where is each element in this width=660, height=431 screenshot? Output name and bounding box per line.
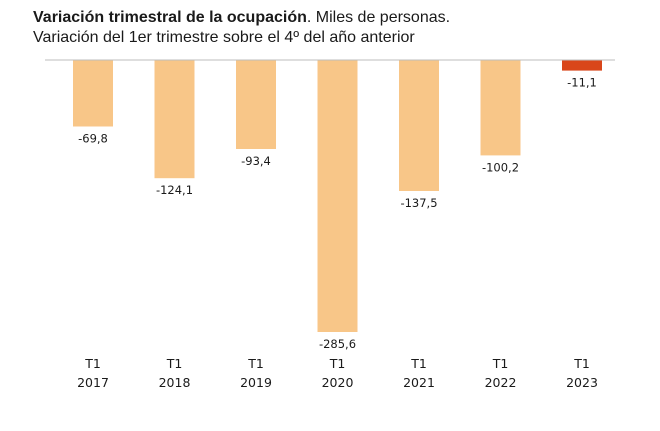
data-label-2019: -93,4 xyxy=(241,154,271,168)
tick-label-year-2020: 2020 xyxy=(322,375,354,390)
chart-header: Variación trimestral de la ocupación. Mi… xyxy=(33,8,653,48)
data-label-2017: -69,8 xyxy=(78,132,108,146)
data-label-2022: -100,2 xyxy=(482,160,519,174)
bar-2020 xyxy=(317,60,358,332)
chart-title-line: Variación trimestral de la ocupación. Mi… xyxy=(33,8,653,28)
tick-label-year-2023: 2023 xyxy=(566,375,598,390)
tick-label-quarter-2018: T1 xyxy=(166,356,183,371)
bar-2018 xyxy=(154,60,195,179)
chart-subtitle: Variación del 1er trimestre sobre el 4º … xyxy=(33,29,415,46)
bar-2021 xyxy=(399,60,439,191)
tick-label-year-2022: 2022 xyxy=(485,375,517,390)
tick-label-year-2021: 2021 xyxy=(403,375,435,390)
tick-label-quarter-2022: T1 xyxy=(492,356,509,371)
chart-title: Variación trimestral de la ocupación xyxy=(33,9,307,26)
data-label-2021: -137,5 xyxy=(400,196,437,210)
bar-2017 xyxy=(73,60,113,127)
data-label-2020: -285,6 xyxy=(319,337,356,351)
tick-label-year-2017: 2017 xyxy=(77,375,109,390)
tick-label-year-2019: 2019 xyxy=(240,375,272,390)
chart-title-suffix: . Miles de personas. xyxy=(306,9,451,26)
tick-label-quarter-2017: T1 xyxy=(84,356,101,371)
data-label-2023: -11,1 xyxy=(567,76,597,90)
bar-2023 xyxy=(562,60,602,71)
tick-label-quarter-2021: T1 xyxy=(410,356,427,371)
bar-2022 xyxy=(480,60,521,156)
tick-label-quarter-2020: T1 xyxy=(329,356,346,371)
tick-label-quarter-2019: T1 xyxy=(247,356,264,371)
tick-label-quarter-2023: T1 xyxy=(573,356,590,371)
bar-2019 xyxy=(236,60,276,149)
data-label-2018: -124,1 xyxy=(156,183,193,197)
tick-label-year-2018: 2018 xyxy=(159,375,191,390)
